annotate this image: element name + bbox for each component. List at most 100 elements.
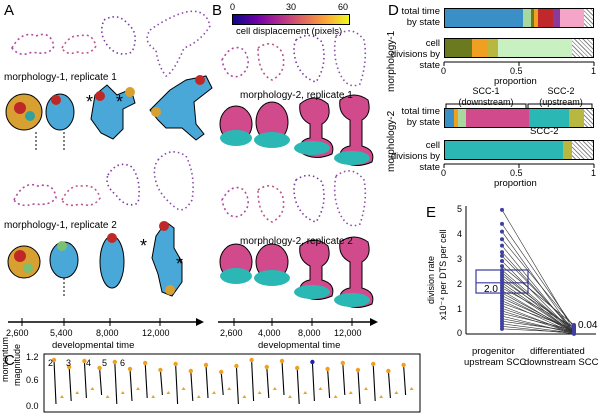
panel-d-scc2-up-label: SCC-2 (upstream) bbox=[539, 86, 583, 107]
panel-e-ytick-4: 4 bbox=[457, 229, 463, 239]
panel-letter-e: E bbox=[426, 204, 437, 221]
momentum-event-marker-5 bbox=[136, 387, 140, 390]
momentum-event-point-18 bbox=[325, 366, 330, 372]
panel-d-m2-total-bar bbox=[444, 108, 594, 128]
panel-a-time-tick-4: 12,000 bbox=[142, 328, 170, 338]
panel-b-time-tick-3: 8,000 bbox=[298, 328, 321, 338]
m2-total-segment-4 bbox=[529, 109, 570, 127]
momentum-event-line-22 bbox=[387, 370, 391, 399]
m1-total-segment-5 bbox=[538, 9, 545, 27]
panel-e-ytick-2: 2 bbox=[457, 279, 463, 289]
momentum-event-marker-21 bbox=[379, 395, 384, 398]
m2-div-segment-6 bbox=[572, 141, 593, 159]
momentum-event-line-1 bbox=[68, 366, 72, 402]
momentum-event-point-2 bbox=[82, 358, 87, 364]
panel-d-m2-axis bbox=[443, 163, 595, 168]
panel-c-ytick-1: 1.2 bbox=[26, 352, 39, 362]
arrow-field-b-r1 bbox=[221, 30, 367, 87]
panel-b-graphics bbox=[218, 30, 378, 326]
momentum-event-marker-23 bbox=[409, 387, 414, 390]
momentum-event-line-23 bbox=[403, 364, 407, 396]
panel-a-rep2-label: morphology-1, replicate 2 bbox=[4, 220, 117, 231]
progenitor-point-1 bbox=[500, 221, 504, 226]
pair-line-32 bbox=[501, 328, 575, 333]
cell-aggregates-b-r2 bbox=[219, 236, 374, 308]
panel-c-event-4: 4 bbox=[86, 358, 92, 368]
panel-letter-b: B bbox=[212, 2, 223, 19]
panel-c-event-2: 2 bbox=[48, 358, 54, 368]
momentum-event-line-8 bbox=[175, 363, 179, 405]
panel-b-rep2-label: morphology-2, replicate 2 bbox=[240, 236, 353, 247]
panel-c-event-6: 6 bbox=[120, 358, 126, 368]
momentum-event-line-7 bbox=[159, 369, 163, 396]
momentum-event-point-11 bbox=[219, 369, 224, 375]
panel-a-star-4: * bbox=[176, 254, 184, 274]
panel-e-ytick-1: 1 bbox=[457, 304, 463, 314]
colorbar-tick-0: 0 bbox=[230, 2, 236, 12]
momentum-event-point-19 bbox=[340, 360, 345, 366]
momentum-event-point-10 bbox=[203, 362, 209, 368]
m2-div-segment-5 bbox=[563, 141, 573, 159]
pair-line-20 bbox=[501, 297, 575, 331]
panel-b-time-tick-1: 2,600 bbox=[220, 328, 243, 338]
progenitor-point-7 bbox=[500, 259, 504, 264]
panel-d-m2-xlabel: proportion bbox=[494, 178, 537, 189]
panel-d-m1-xlabel: proportion bbox=[494, 76, 537, 87]
pair-line-6 bbox=[501, 255, 575, 330]
panel-c-ytick-3: 0.0 bbox=[26, 401, 39, 411]
panel-e-ylabel-2: x10⁻⁴ per DTS per cell bbox=[438, 229, 448, 320]
panel-d-row1-m1: total time by state bbox=[401, 6, 440, 28]
panel-d-m1-xtick-1: 1 bbox=[591, 66, 597, 76]
panel-e-median-2: 0.04 bbox=[578, 320, 598, 331]
colorbar-tick-60: 60 bbox=[338, 2, 349, 12]
momentum-event-point-12 bbox=[234, 363, 239, 369]
momentum-event-line-10 bbox=[205, 364, 209, 399]
momentum-event-marker-13 bbox=[257, 391, 262, 394]
panel-c-ylabel-1: momentum bbox=[0, 336, 10, 382]
m2-total-segment-1 bbox=[453, 109, 459, 127]
arrow-field-b-r2 bbox=[221, 170, 367, 227]
panel-a-star-1: * bbox=[86, 92, 94, 112]
pair-line-22 bbox=[501, 302, 575, 330]
pair-line-5 bbox=[501, 251, 575, 332]
panel-c-ytick-2: 0.6 bbox=[26, 375, 39, 385]
panel-b-time-tick-2: 4,000 bbox=[258, 328, 281, 338]
panel-b-rep1-label: morphology-2, replicate 1 bbox=[240, 90, 353, 101]
progenitor-point-2 bbox=[500, 229, 504, 234]
cell-aggregates-a-r2 bbox=[7, 221, 183, 297]
momentum-event-marker-10 bbox=[212, 391, 216, 394]
m1-div-segment-8 bbox=[498, 39, 573, 57]
panel-letter-a: A bbox=[4, 2, 15, 19]
panel-d-m1-axis bbox=[443, 61, 595, 66]
momentum-event-line-9 bbox=[190, 370, 194, 402]
momentum-event-point-7 bbox=[158, 367, 163, 373]
momentum-event-line-21 bbox=[372, 363, 376, 402]
panel-e-cat1-1: progenitor bbox=[472, 346, 515, 357]
momentum-event-point-16 bbox=[295, 365, 300, 371]
momentum-event-point-14 bbox=[264, 364, 269, 370]
pair-line-2 bbox=[501, 231, 575, 333]
panel-d-m1-xtick-0: 0 bbox=[441, 66, 447, 76]
panel-e-ylabel-1: division rate bbox=[426, 255, 436, 304]
momentum-event-marker-1 bbox=[75, 391, 80, 394]
momentum-event-line-15 bbox=[281, 360, 285, 396]
panel-c-event-5: 5 bbox=[102, 358, 108, 368]
panel-letter-d: D bbox=[388, 2, 399, 19]
momentum-event-marker-15 bbox=[288, 395, 292, 398]
momentum-event-line-14 bbox=[266, 366, 270, 399]
m1-total-segment-1 bbox=[523, 9, 531, 27]
progenitor-point-3 bbox=[500, 237, 504, 242]
panel-d-m2-xtick-05: 0.5 bbox=[510, 168, 523, 178]
panel-a-time-tick-2: 5,400 bbox=[50, 328, 73, 338]
momentum-event-line-12 bbox=[235, 365, 239, 405]
panel-letter-c: C bbox=[4, 352, 15, 369]
momentum-event-line-2 bbox=[83, 360, 87, 399]
pair-line-9 bbox=[501, 269, 575, 333]
momentum-event-marker-12 bbox=[242, 395, 247, 398]
momentum-event-marker-11 bbox=[227, 387, 232, 390]
m1-total-segment-6 bbox=[544, 9, 553, 27]
pair-line-26 bbox=[501, 313, 575, 331]
colorbar-tick-30: 30 bbox=[286, 2, 297, 12]
momentum-event-point-13 bbox=[249, 357, 254, 363]
momentum-event-point-15 bbox=[279, 358, 285, 364]
